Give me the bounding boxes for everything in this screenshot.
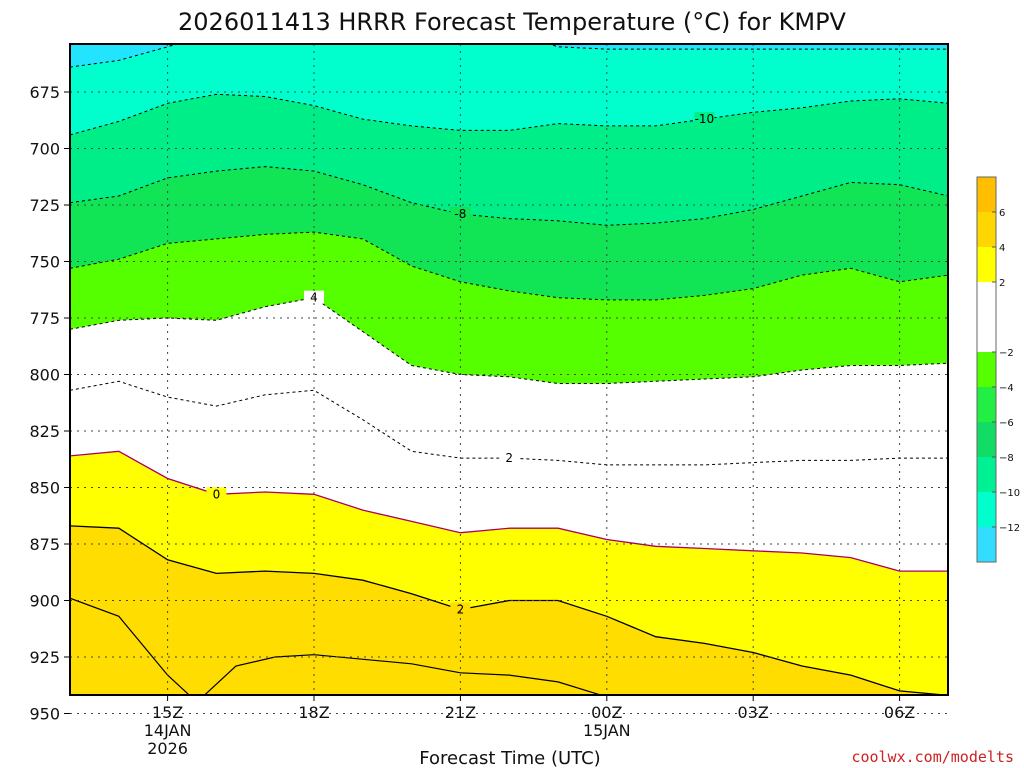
y-tick-label: 825 <box>29 422 60 441</box>
colorbar-swatch <box>977 527 996 562</box>
x-tick-date: 15JAN <box>583 721 631 740</box>
chart-title: 2026011413 HRRR Forecast Temperature (°C… <box>178 8 847 36</box>
colorbar-swatch <box>977 247 996 282</box>
x-tick-date: 14JAN <box>144 721 192 740</box>
contour-label: 2 <box>457 603 465 617</box>
plot-fills: -12-10-84202 <box>65 44 953 725</box>
contour-label: -8 <box>454 207 466 221</box>
warm-core-fill <box>70 598 601 695</box>
colorbar-label: −2 <box>999 348 1014 359</box>
colorbar-swatch <box>977 492 996 527</box>
x-tick-year: 2026 <box>147 739 188 758</box>
x-tick-label: 03Z <box>738 703 769 722</box>
colorbar-label: 6 <box>999 208 1005 219</box>
colorbar-swatch <box>977 387 996 422</box>
x-tick-label: 06Z <box>884 703 915 722</box>
y-tick-label: 875 <box>29 535 60 554</box>
contour-label-bg <box>450 602 471 616</box>
colorbar-swatch <box>977 457 996 492</box>
colorbar-label: −10 <box>999 488 1020 499</box>
x-axis-label: Forecast Time (UTC) <box>419 748 600 768</box>
colorbar-swatch <box>977 282 996 317</box>
credit-text: coolwx.com/modelts <box>851 748 1014 766</box>
y-tick-label: 750 <box>29 253 60 272</box>
temperature-band-fill <box>70 525 945 695</box>
colorbar-swatch <box>977 212 996 247</box>
colorbar-frame <box>976 176 997 563</box>
colorbar-swatch <box>977 317 996 352</box>
x-tick-label: 00Z <box>591 703 622 722</box>
colorbar-label: −6 <box>999 418 1014 429</box>
contour-label: 0 <box>213 487 221 501</box>
contour-line-4 <box>70 597 603 695</box>
y-tick-label: 725 <box>29 196 60 215</box>
contour-label-bg <box>499 451 520 465</box>
x-tick-label: 18Z <box>298 703 329 722</box>
y-tick-label: 775 <box>29 309 60 328</box>
contour-line <box>70 525 948 695</box>
plot-frame <box>69 43 949 696</box>
y-tick-label: 925 <box>29 648 60 667</box>
colorbar-label: 4 <box>999 243 1005 254</box>
y-tick-label: 675 <box>29 83 60 102</box>
y-tick-label: 950 <box>29 705 60 724</box>
contour-line <box>70 166 948 226</box>
contour-label-bg <box>694 112 715 126</box>
contour-label: -10 <box>695 112 715 126</box>
colorbar-swatch <box>977 352 996 387</box>
colorbar-label: 2 <box>999 278 1005 289</box>
contour-label: 2 <box>505 451 513 465</box>
colorbar-swatch <box>977 177 996 212</box>
x-tick-label: 15Z <box>152 703 183 722</box>
colorbar-legend: 6 4 2 −2 −4 −6 −8 −10 −12 <box>976 176 1020 563</box>
y-tick-label: 900 <box>29 592 60 611</box>
contour-line <box>70 93 948 136</box>
plot-area: -12-10-84202 <box>65 43 953 725</box>
y-tick-label: 850 <box>29 479 60 498</box>
colorbar-label: −8 <box>999 453 1014 464</box>
ground-fill <box>65 700 953 725</box>
contour-label-bg <box>206 487 227 501</box>
contour-line <box>70 297 948 384</box>
y-tick-label: 800 <box>29 366 60 385</box>
y-tick-label: 700 <box>29 140 60 159</box>
colorbar-label: −4 <box>999 383 1014 394</box>
colorbar-swatch <box>977 422 996 457</box>
colorbar-label: −12 <box>999 523 1020 534</box>
x-tick-label: 21Z <box>445 703 476 722</box>
y-axis: 675 700 725 750 775 800 825 850 875 900 925 950 <box>29 83 70 724</box>
